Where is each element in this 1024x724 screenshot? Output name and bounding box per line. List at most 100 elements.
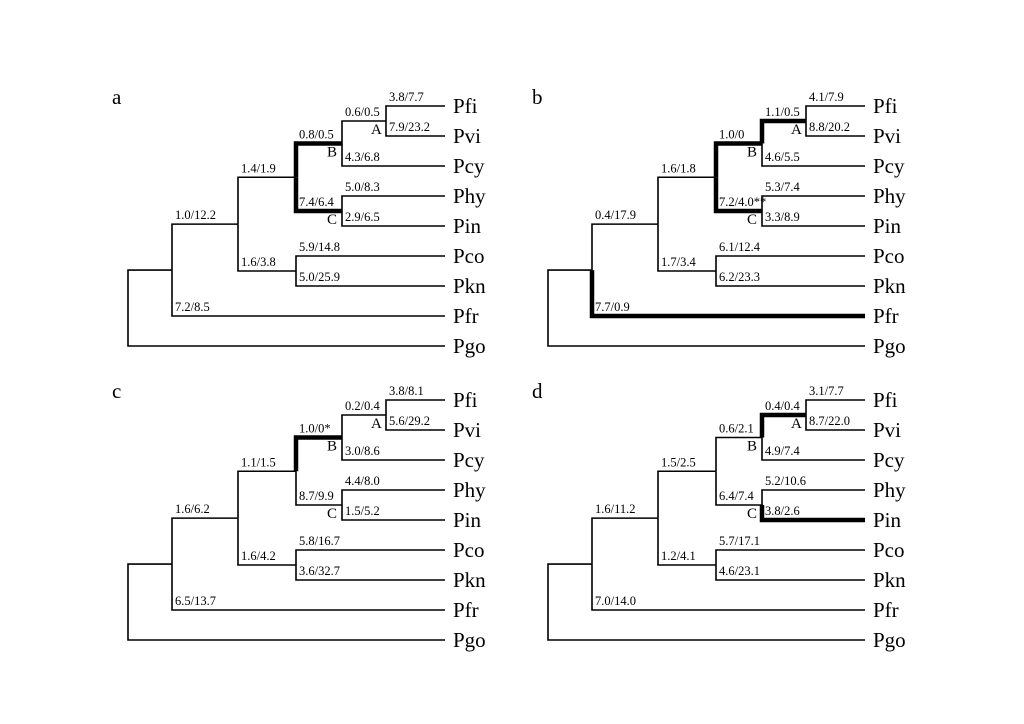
clade-label-A: A <box>791 416 802 432</box>
branch-N1 <box>547 269 592 309</box>
tip-label-Pin: Pin <box>453 214 482 238</box>
tip-label-Pfi: Pfi <box>873 94 898 118</box>
branch-Pgo <box>127 308 445 347</box>
branch-label-BC: 1.4/1.9 <box>241 161 276 175</box>
tree-panel-b: b 0.4/17.9 1.6/1.8 1.0/0 1.1/0.5 4.1/7.9 Pfi 8.… <box>532 85 906 358</box>
branch-label-B: 1.0/0* <box>299 422 331 436</box>
branch-label-B: 0.6/2.1 <box>719 422 754 436</box>
clade-label-B: B <box>747 439 757 455</box>
branch-label-Pco: 5.8/16.7 <box>299 534 340 548</box>
branch-B <box>293 435 342 472</box>
branch-label-PcoPkn: 1.6/4.2 <box>241 549 276 563</box>
branch-N2 <box>591 517 658 565</box>
branch-Pkn <box>295 271 445 287</box>
branch-label-PcoPkn: 1.2/4.1 <box>661 549 696 563</box>
branch-BC <box>237 176 296 225</box>
tip-label-Phy: Phy <box>873 478 906 502</box>
tip-label-Pgo: Pgo <box>453 628 486 652</box>
branch-label-Pvi: 8.7/22.0 <box>809 414 850 428</box>
branch-Pfi <box>805 399 865 415</box>
branch-N2 <box>591 223 658 271</box>
branch-PcoPkn <box>657 224 716 272</box>
branch-label-N2: 1.0/12.2 <box>175 208 216 222</box>
branch-label-B: 0.8/0.5 <box>299 128 334 142</box>
branch-label-Pco: 5.7/17.1 <box>719 534 760 548</box>
tip-label-Pvi: Pvi <box>453 124 481 148</box>
branch-Pin <box>341 211 445 227</box>
branch-label-Pcy: 4.6/5.5 <box>765 150 800 164</box>
tip-label-Pfr: Pfr <box>453 304 479 328</box>
tip-label-Phy: Phy <box>453 478 486 502</box>
tip-label-Pvi: Pvi <box>873 418 901 442</box>
branch-Pgo <box>547 602 865 641</box>
branch-Pvi <box>385 415 445 431</box>
branch-Pcy <box>761 143 865 167</box>
branch-Pgo <box>547 308 865 347</box>
branch-Pgo <box>127 602 445 641</box>
branch-Pvi <box>805 121 865 137</box>
tip-label-Pfi: Pfi <box>873 388 898 412</box>
branch-Pfi <box>805 105 865 121</box>
tree-panel-a: a 1.0/12.2 1.4/1.9 0.8/0.5 0.6/0.5 3.8/7.7 Pfi… <box>112 85 486 358</box>
tip-label-Pkn: Pkn <box>453 274 486 298</box>
branch-Pvi <box>385 121 445 137</box>
branch-Pin <box>341 505 445 521</box>
branch-N1 <box>547 563 592 603</box>
tip-label-Phy: Phy <box>453 184 486 208</box>
clade-label-B: B <box>747 145 757 161</box>
branch-N2 <box>171 517 238 565</box>
branch-Pkn <box>295 565 445 581</box>
tip-label-Pco: Pco <box>873 538 905 562</box>
tip-label-Pkn: Pkn <box>453 568 486 592</box>
tip-label-Pin: Pin <box>873 214 902 238</box>
branch-label-N2: 1.6/11.2 <box>595 502 636 516</box>
tip-label-Pcy: Pcy <box>873 448 905 472</box>
panel-letter-d: d <box>532 379 543 403</box>
branch-C <box>713 177 762 214</box>
branch-Pco <box>715 255 865 271</box>
branch-PcoPkn <box>237 224 296 272</box>
clade-label-C: C <box>327 506 337 522</box>
clade-label-A: A <box>791 122 802 138</box>
branch-label-A: 0.6/0.5 <box>345 105 380 119</box>
tip-label-Phy: Phy <box>873 184 906 208</box>
branch-label-Pfi: 4.1/7.9 <box>809 90 844 104</box>
tip-label-Pin: Pin <box>873 508 902 532</box>
tip-label-Pcy: Pcy <box>453 448 485 472</box>
tip-label-Pco: Pco <box>873 244 905 268</box>
tip-label-Pfi: Pfi <box>453 388 478 412</box>
branch-label-Pkn: 5.0/25.9 <box>299 270 340 284</box>
tip-label-Pgo: Pgo <box>873 334 906 358</box>
branch-label-C: 7.2/4.0** <box>719 195 766 209</box>
branch-Pfr <box>591 564 865 611</box>
branch-label-BC: 1.1/1.5 <box>241 455 276 469</box>
branch-label-Pfi: 3.8/8.1 <box>389 384 424 398</box>
branch-label-B: 1.0/0 <box>719 128 744 142</box>
tip-label-Pvi: Pvi <box>453 418 481 442</box>
branch-label-C: 7.4/6.4 <box>299 195 334 209</box>
branch-label-Pfr: 6.5/13.7 <box>175 594 216 608</box>
branch-Pin <box>761 211 865 227</box>
branch-B <box>293 141 342 178</box>
branch-Phy <box>761 489 865 505</box>
branch-label-N2: 1.6/6.2 <box>175 502 210 516</box>
branch-Pfr <box>171 564 445 611</box>
branch-label-Pfi: 3.1/7.7 <box>809 384 844 398</box>
clade-label-C: C <box>327 212 337 228</box>
branch-label-Pin: 3.8/2.6 <box>765 504 800 518</box>
branch-B <box>715 436 762 472</box>
tip-label-Pgo: Pgo <box>873 628 906 652</box>
branch-label-C: 8.7/9.9 <box>299 489 334 503</box>
branch-Phy <box>341 489 445 505</box>
branch-label-Pfr: 7.7/0.9 <box>595 300 630 314</box>
tip-label-Pin: Pin <box>453 508 482 532</box>
branch-Pco <box>295 549 445 565</box>
branch-label-Pvi: 8.8/20.2 <box>809 120 850 134</box>
branch-label-Pcy: 4.9/7.4 <box>765 444 800 458</box>
tip-label-Pcy: Pcy <box>453 154 485 178</box>
branch-PcoPkn <box>237 518 296 566</box>
branch-label-Phy: 5.3/7.4 <box>765 180 800 194</box>
clade-label-B: B <box>327 145 337 161</box>
branch-label-Pcy: 4.3/6.8 <box>345 150 380 164</box>
tip-label-Pkn: Pkn <box>873 274 906 298</box>
